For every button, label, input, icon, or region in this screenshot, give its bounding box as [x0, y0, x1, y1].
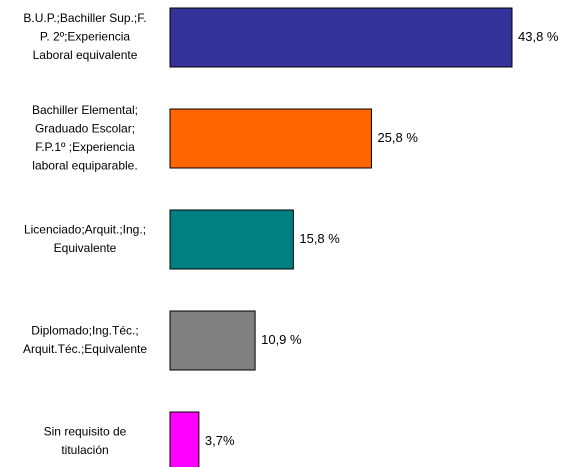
value-label: 15,8 % [299, 231, 340, 246]
category-label: Bachiller Elemental; [32, 103, 138, 117]
bar [169, 209, 294, 270]
value-label: 43,8 % [518, 29, 559, 44]
category-label: Graduado Escolar; [35, 121, 135, 135]
value-label: 25,8 % [377, 130, 418, 145]
bar [169, 411, 200, 467]
value-label: 3,7% [205, 433, 235, 448]
category-label: Licenciado;Arquit.;Ing.; [24, 222, 146, 236]
category-label: P. 2º;Experiencia [40, 30, 131, 44]
value-label: 10,9 % [261, 332, 302, 347]
category-label: Equivalente [54, 241, 117, 255]
bar [169, 108, 372, 169]
category-label: Diplomado;Ing.Téc.; [31, 323, 138, 337]
bar [169, 310, 256, 371]
category-label: F.P.1º ;Experiencia [35, 140, 135, 154]
category-label: Arquit.Téc.;Equivalente [23, 342, 147, 356]
bar [169, 7, 513, 68]
category-label: Sin requisito de [44, 424, 127, 438]
category-label: Laboral equivalente [33, 48, 138, 62]
category-label: titulación [61, 443, 108, 457]
category-label: B.U.P.;Bachiller Sup.;F. [23, 11, 146, 25]
category-label: laboral equiparable. [32, 158, 137, 172]
